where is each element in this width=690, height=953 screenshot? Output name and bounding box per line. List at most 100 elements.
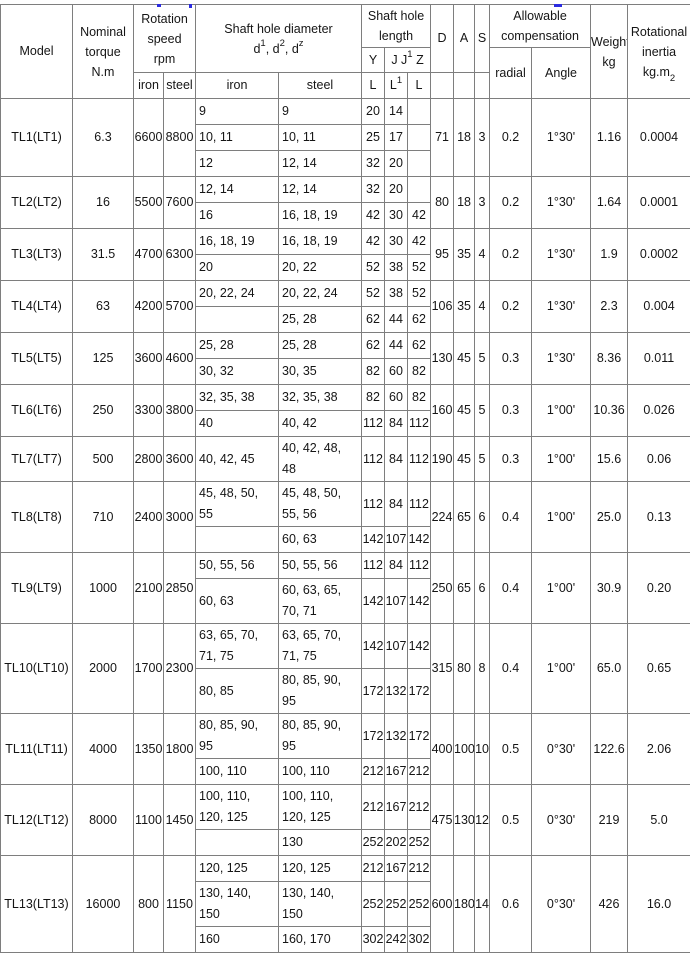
radial-cell: 0.2 (490, 229, 532, 281)
speed-steel-cell: 5700 (164, 281, 196, 333)
dia-steel-cell: 25, 28 (279, 307, 362, 333)
col-header-dia-steel: steel (279, 73, 362, 99)
radial-cell: 0.3 (490, 385, 532, 437)
inertia-cell: 0.0001 (628, 177, 690, 229)
header-line: compensation (490, 26, 590, 46)
speed-steel-cell: 3600 (164, 437, 196, 482)
col-header-l1: L1 (385, 73, 408, 99)
col-header-jj1z: J J1 Z (385, 48, 431, 73)
speed-steel-cell: 8800 (164, 99, 196, 177)
col-header-speed-steel: steel (164, 73, 196, 99)
model-cell: TL7(LT7) (1, 437, 73, 482)
d-cell: 475 (431, 785, 454, 856)
length-y-cell: 82 (362, 359, 385, 385)
dia-iron-cell: 100, 110 (196, 759, 279, 785)
angle-cell: 1°30' (532, 281, 591, 333)
length-y-cell: 82 (362, 385, 385, 411)
header-line: kg (591, 52, 627, 72)
angle-cell: 1°00' (532, 482, 591, 553)
dia-steel-cell: 100, 110, 120, 125 (279, 785, 362, 830)
dia-iron-cell: 16 (196, 203, 279, 229)
model-cell: TL12(LT12) (1, 785, 73, 856)
dia-steel-cell: 80, 85, 90, 95 (279, 669, 362, 714)
radial-cell: 0.2 (490, 99, 532, 177)
dia-iron-cell (196, 830, 279, 856)
length-y-cell: 32 (362, 151, 385, 177)
dia-steel-cell: 16, 18, 19 (279, 203, 362, 229)
d-cell: 224 (431, 482, 454, 553)
weight-cell: 2.3 (591, 281, 628, 333)
angle-cell: 1°30' (532, 99, 591, 177)
weight-cell: 30.9 (591, 553, 628, 624)
s-cell: 6 (475, 553, 490, 624)
header-line: inertia (628, 42, 690, 62)
length-j-cell: 30 (385, 229, 408, 255)
col-header-allowable-compensation: Allowable compensation (490, 5, 591, 48)
weight-cell: 1.64 (591, 177, 628, 229)
col-header-speed-iron: iron (134, 73, 164, 99)
inertia-cell: 0.0002 (628, 229, 690, 281)
inertia-unit: kg.m2 (628, 62, 690, 82)
dia-iron-cell: 40, 42, 45 (196, 437, 279, 482)
col-header-rotational-inertia: Rotational inertia kg.m2 (628, 5, 690, 99)
model-cell: TL1(LT1) (1, 99, 73, 177)
length-z-cell: 252 (408, 830, 431, 856)
length-j-cell: 38 (385, 255, 408, 281)
angle-cell: 1°00' (532, 553, 591, 624)
torque-cell: 2000 (73, 624, 134, 714)
length-y-cell: 52 (362, 255, 385, 281)
d-cell: 400 (431, 714, 454, 785)
inertia-cell: 0.06 (628, 437, 690, 482)
weight-cell: 122.6 (591, 714, 628, 785)
a-cell: 180 (454, 856, 475, 953)
angle-cell: 0°30' (532, 714, 591, 785)
inertia-cell: 0.0004 (628, 99, 690, 177)
length-j-cell: 84 (385, 437, 408, 482)
length-j-cell: 14 (385, 99, 408, 125)
length-z-cell: 112 (408, 482, 431, 527)
length-j-cell: 107 (385, 527, 408, 553)
radial-cell: 0.2 (490, 177, 532, 229)
torque-cell: 16 (73, 177, 134, 229)
dia-steel-cell: 16, 18, 19 (279, 229, 362, 255)
col-header-y: Y (362, 48, 385, 73)
dia-steel-cell: 20, 22, 24 (279, 281, 362, 307)
s-cell: 14 (475, 856, 490, 953)
dia-steel-cell: 40, 42 (279, 411, 362, 437)
speed-iron-cell: 2800 (134, 437, 164, 482)
angle-cell: 1°30' (532, 333, 591, 385)
inertia-cell: 0.20 (628, 553, 690, 624)
dia-iron-cell: 40 (196, 411, 279, 437)
header-line: length (362, 26, 430, 46)
model-cell: TL10(LT10) (1, 624, 73, 714)
speed-iron-cell: 1350 (134, 714, 164, 785)
dia-steel-cell: 12, 14 (279, 177, 362, 203)
torque-cell: 4000 (73, 714, 134, 785)
torque-cell: 500 (73, 437, 134, 482)
dia-steel-cell: 50, 55, 56 (279, 553, 362, 579)
length-z-cell: 142 (408, 624, 431, 669)
dia-steel-cell: 130, 140, 150 (279, 882, 362, 927)
s-cell: 3 (475, 177, 490, 229)
length-j-cell: 167 (385, 759, 408, 785)
a-cell: 35 (454, 229, 475, 281)
s-cell: 4 (475, 229, 490, 281)
length-z-cell: 172 (408, 714, 431, 759)
angle-cell: 1°00' (532, 624, 591, 714)
speed-steel-cell: 2300 (164, 624, 196, 714)
inertia-cell: 0.13 (628, 482, 690, 553)
length-j-cell: 38 (385, 281, 408, 307)
length-y-cell: 252 (362, 882, 385, 927)
empty-cell (454, 73, 475, 99)
length-j-cell: 60 (385, 385, 408, 411)
speed-iron-cell: 4700 (134, 229, 164, 281)
speed-iron-cell: 5500 (134, 177, 164, 229)
dia-steel-cell: 30, 35 (279, 359, 362, 385)
inertia-cell: 16.0 (628, 856, 690, 953)
torque-cell: 8000 (73, 785, 134, 856)
length-j-cell: 60 (385, 359, 408, 385)
